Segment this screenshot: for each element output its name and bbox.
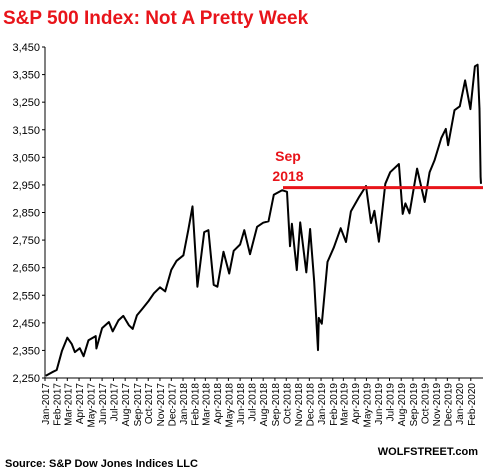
x-tick-label: Jun-2019 xyxy=(374,383,385,425)
x-tick-label: Jun-2017 xyxy=(98,383,109,425)
chart-title: S&P 500 Index: Not A Pretty Week xyxy=(3,8,309,29)
x-tick-label: Mar-2018 xyxy=(201,383,212,426)
series-layer xyxy=(45,63,482,377)
x-tick-label: Jul-2017 xyxy=(109,383,120,422)
y-tick-label: 2,650 xyxy=(12,263,40,275)
reference-label-line2: 2018 xyxy=(272,168,303,184)
x-tick-label: Dec-2018 xyxy=(305,383,316,427)
x-tick-label: Oct-2019 xyxy=(420,383,431,425)
x-tick-label: Jul-2019 xyxy=(385,383,396,422)
y-tick-label: 3,150 xyxy=(12,125,40,137)
x-tick-label: Apr-2018 xyxy=(213,383,224,425)
y-tick-label: 2,950 xyxy=(12,180,40,192)
y-tick-label: 2,750 xyxy=(12,235,40,247)
x-tick-label: Sep-2018 xyxy=(271,383,282,427)
y-axis: 3,450 3,350 3,250 3,150 3,050 2,950 2,850 2,750… xyxy=(12,42,45,385)
x-tick-label: Nov-2018 xyxy=(294,383,305,427)
x-tick-label: Sep-2019 xyxy=(409,383,420,427)
x-tick-label: Feb-2018 xyxy=(191,383,202,426)
x-tick-label: Jul-2018 xyxy=(247,383,258,422)
x-tick-label: Jan-2019 xyxy=(317,383,328,425)
x-tick-label: Feb-2017 xyxy=(53,383,64,426)
x-tick-label: Mar-2017 xyxy=(63,383,74,426)
source-note: Source: S&P Dow Jones Indices LLC xyxy=(5,458,198,470)
series-line-sp500 xyxy=(45,63,482,377)
y-tick-label: 3,450 xyxy=(12,42,40,54)
x-tick-label: Feb-2020 xyxy=(467,383,478,426)
y-tick-label: 3,350 xyxy=(12,70,40,82)
x-tick-label: Jan-2020 xyxy=(455,383,466,425)
y-tick-label: 2,850 xyxy=(12,208,40,220)
x-tick-label: Sep-2017 xyxy=(133,383,144,427)
x-tick-label: May-2017 xyxy=(86,383,97,428)
x-tick-label: Feb-2019 xyxy=(329,383,340,426)
x-axis: Jan-2017 Feb-2017 Mar-2017 Apr-2017 May-2017… xyxy=(41,378,478,427)
x-tick-label: Mar-2019 xyxy=(339,383,350,426)
y-tick-label: 3,050 xyxy=(12,152,40,164)
x-tick-label: Oct-2018 xyxy=(282,383,293,425)
reference-label-line1: Sep xyxy=(275,148,301,164)
x-tick-label: Jun-2018 xyxy=(236,383,247,425)
y-tick-label: 2,250 xyxy=(12,373,40,385)
x-tick-label: Jan-2017 xyxy=(41,383,52,425)
x-tick-label: Dec-2019 xyxy=(443,383,454,427)
y-tick-label: 2,350 xyxy=(12,345,40,357)
x-tick-label: Apr-2019 xyxy=(351,383,362,425)
y-tick-label: 2,450 xyxy=(12,318,40,330)
x-tick-label: Nov-2017 xyxy=(156,383,167,427)
x-tick-label: May-2019 xyxy=(362,383,373,428)
x-tick-label: Apr-2017 xyxy=(75,383,86,425)
x-tick-label: Aug-2019 xyxy=(397,383,408,427)
y-tick-label: 2,550 xyxy=(12,290,40,302)
x-tick-label: Aug-2017 xyxy=(121,383,132,427)
x-tick-label: Nov-2019 xyxy=(432,383,443,427)
x-tick-label: Dec-2017 xyxy=(167,383,178,427)
brand-watermark: WOLFSTREET.com xyxy=(378,446,478,458)
x-tick-label: May-2018 xyxy=(224,383,235,428)
x-tick-label: Oct-2017 xyxy=(144,383,155,425)
x-tick-label: Jan-2018 xyxy=(179,383,190,425)
y-tick-label: 3,250 xyxy=(12,97,40,109)
x-tick-label: Aug-2018 xyxy=(259,383,270,427)
